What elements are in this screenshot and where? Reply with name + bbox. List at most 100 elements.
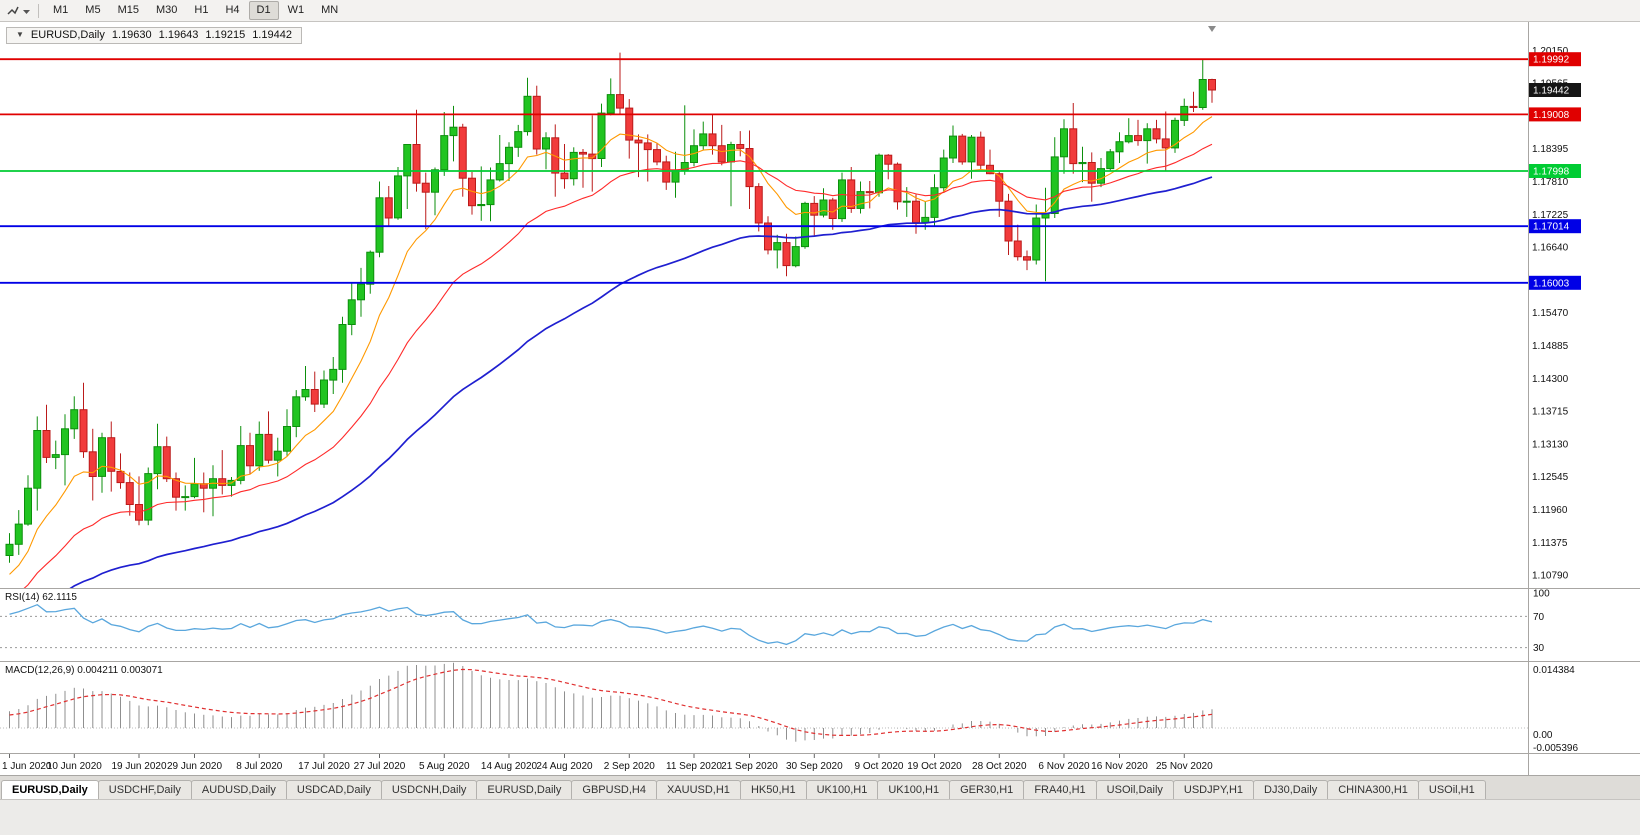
price-badge: 1.19442 [1529,83,1581,97]
timeframe-button-w1[interactable]: W1 [287,4,305,16]
svg-text:10 Jun 2020: 10 Jun 2020 [47,761,102,772]
price-badge: 1.19008 [1529,107,1581,122]
chart-tab-16[interactable]: CHINA300,H1 [1327,780,1419,799]
chart-tab-10[interactable]: UK100,H1 [877,780,951,799]
svg-text:6 Nov 2020: 6 Nov 2020 [1038,761,1090,772]
macd-scale-zero: 0.00 [1533,730,1553,741]
rsi-indicator-label: RSI(14) 62.1115 [5,592,77,603]
svg-text:24 Aug 2020: 24 Aug 2020 [536,761,593,772]
chart-tab-1[interactable]: USDCHF,Daily [97,780,192,799]
timeframe-button-h1[interactable]: H1 [194,4,209,16]
chart-tab-17[interactable]: USOil,H1 [1417,780,1486,799]
timeframe-button-mn[interactable]: MN [321,4,339,16]
one-click-trading-toggle-icon[interactable]: ▼ [16,30,24,39]
price-scale[interactable] [1529,22,1640,753]
price-badge: 1.17998 [1529,164,1581,178]
timeframe-button-h4[interactable]: H4 [225,4,240,16]
svg-text:1.14300: 1.14300 [1532,374,1569,385]
chart-tab-6[interactable]: GBPUSD,H4 [571,780,657,799]
chart-tab-12[interactable]: FRA40,H1 [1023,780,1097,799]
svg-text:1.16640: 1.16640 [1532,243,1569,254]
svg-text:1.17998: 1.17998 [1533,167,1570,178]
svg-text:1.15470: 1.15470 [1532,308,1569,319]
rsi-pane [0,603,1528,649]
moving-average-lines [9,116,1213,588]
chart-tab-13[interactable]: USOil,Daily [1095,780,1174,799]
timeframe-buttons: M1 M5 M15 M30 H1 H4 D1 W1 MN [45,1,346,20]
chart-tab-0[interactable]: EURUSD,Daily [1,780,99,799]
chart-tab-4[interactable]: USDCNH,Daily [380,780,478,799]
chart-tab-11[interactable]: GER30,H1 [949,780,1025,799]
svg-text:1.10790: 1.10790 [1532,571,1569,582]
macd-scale-min: -0.005396 [1533,743,1578,754]
status-bar [0,799,1640,835]
svg-text:25 Nov 2020: 25 Nov 2020 [1156,761,1213,772]
rsi-scale-label: 100 [1533,589,1550,600]
pane-separators [0,22,1640,775]
price-badges: 1.19992 1.19008 1.17998 1.17014 1.16003 1.194… [1529,52,1581,290]
svg-text:27 Jul 2020: 27 Jul 2020 [354,761,406,772]
chart-tab-3[interactable]: USDCAD,Daily [285,780,382,799]
chart-symbol-label: EURUSD,Daily [30,29,105,41]
macd-scale-max: 0.014384 [1533,665,1575,676]
svg-text:1.19008: 1.19008 [1533,110,1570,121]
price-badge: 1.17014 [1529,219,1581,234]
chart-shift-marker-icon [1208,26,1216,32]
svg-text:2 Sep 2020: 2 Sep 2020 [604,761,656,772]
macd-pane [0,662,1528,742]
svg-text:17 Jul 2020: 17 Jul 2020 [298,761,350,772]
svg-text:1.12545: 1.12545 [1532,472,1569,483]
svg-text:1.17225: 1.17225 [1532,210,1569,221]
time-scale[interactable] [0,754,1528,775]
svg-text:21 Sep 2020: 21 Sep 2020 [721,761,778,772]
chart-tab-7[interactable]: XAUUSD,H1 [655,780,741,799]
ohlc-readout: ▼ EURUSD,Daily 1.19630 1.19643 1.19215 1… [6,27,302,44]
svg-text:30 Sep 2020: 30 Sep 2020 [786,761,843,772]
macd-indicator-label: MACD(12,26,9) 0.004211 0.003071 [5,665,163,676]
svg-text:1.19992: 1.19992 [1533,55,1570,66]
timeframe-button-m30[interactable]: M30 [155,4,178,16]
svg-text:1.13715: 1.13715 [1532,407,1569,418]
svg-text:5 Aug 2020: 5 Aug 2020 [419,761,470,772]
chart-mode-icon[interactable] [4,2,22,20]
svg-text:9 Oct 2020: 9 Oct 2020 [855,761,904,772]
chart-tabs-bar: EURUSD,Daily USDCHF,Daily AUDUSD,Daily USDC… [0,775,1640,799]
svg-text:1.13130: 1.13130 [1532,439,1569,450]
svg-text:1.11960: 1.11960 [1532,505,1568,516]
chart-tab-15[interactable]: DJ30,Daily [1253,780,1329,799]
candlestick-series [5,52,1216,563]
svg-text:1.17810: 1.17810 [1532,177,1569,188]
svg-text:1.14885: 1.14885 [1532,341,1569,352]
ohlc-low: 1.19215 [205,29,246,41]
timeframe-button-d1[interactable]: D1 [248,1,279,20]
svg-text:19 Oct 2020: 19 Oct 2020 [907,761,962,772]
timeframe-button-m1[interactable]: M1 [53,4,69,16]
chart-tab-14[interactable]: USDJPY,H1 [1172,780,1255,799]
svg-text:1 Jun 2020: 1 Jun 2020 [2,761,52,772]
toolbar-dropdown-caret-icon[interactable] [22,2,32,20]
svg-text:16 Nov 2020: 16 Nov 2020 [1091,761,1148,772]
svg-text:1.20150: 1.20150 [1532,46,1569,57]
chart-tab-2[interactable]: AUDUSD,Daily [190,780,287,799]
svg-text:1.11375: 1.11375 [1532,538,1568,549]
chart-tab-9[interactable]: UK100,H1 [805,780,879,799]
timeframe-button-m5[interactable]: M5 [85,4,101,16]
svg-text:1.18395: 1.18395 [1532,144,1569,155]
horizontal-level-lines [0,58,1528,284]
ohlc-close: 1.19442 [252,29,292,41]
svg-text:8 Jul 2020: 8 Jul 2020 [236,761,283,772]
svg-text:11 Sep 2020: 11 Sep 2020 [666,761,722,772]
timeframe-button-m15[interactable]: M15 [117,4,139,16]
rsi-scale-label: 70 [1533,612,1545,623]
chart-tab-5[interactable]: EURUSD,Daily [476,780,573,799]
chart-tab-8[interactable]: HK50,H1 [739,780,807,799]
svg-text:14 Aug 2020: 14 Aug 2020 [481,761,538,772]
ohlc-high: 1.19643 [158,29,199,41]
price-badge: 1.19992 [1529,52,1581,67]
svg-text:29 Jun 2020: 29 Jun 2020 [167,761,222,772]
svg-text:1.16003: 1.16003 [1533,278,1570,289]
